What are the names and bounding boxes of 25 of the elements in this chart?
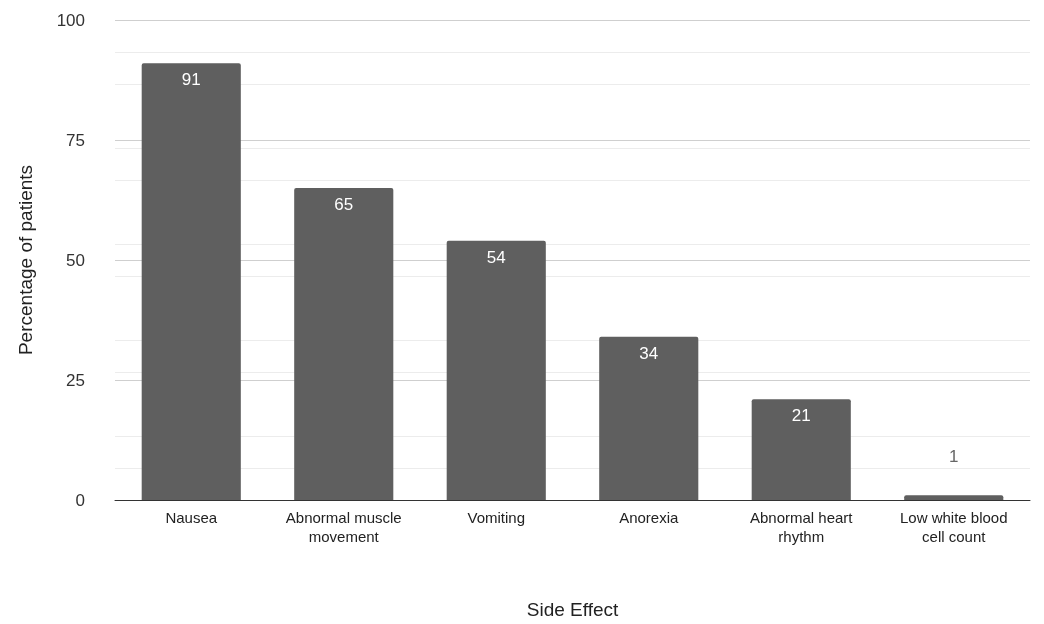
x-tick-label: Vomiting bbox=[467, 509, 526, 526]
bar bbox=[141, 63, 241, 500]
y-tick-label: 50 bbox=[66, 250, 85, 270]
data-label: 1 bbox=[949, 447, 959, 467]
y-tick-label: 75 bbox=[66, 130, 85, 150]
y-tick-label: 0 bbox=[75, 490, 85, 510]
data-label: 65 bbox=[334, 195, 354, 214]
y-tick-label: 100 bbox=[56, 10, 85, 30]
bar bbox=[904, 495, 1004, 500]
y-tick-label: 25 bbox=[66, 370, 85, 390]
data-label: 34 bbox=[639, 343, 659, 363]
bar bbox=[751, 399, 851, 500]
x-tick-label: Abnormal heart rhythm bbox=[749, 509, 854, 545]
data-label: 91 bbox=[181, 70, 201, 90]
data-label: 21 bbox=[791, 406, 811, 426]
bar bbox=[446, 240, 546, 500]
x-axis-title: Side Effect bbox=[526, 599, 619, 620]
bar bbox=[294, 188, 394, 500]
x-tick-label: Abnormal muscle movement bbox=[285, 509, 402, 545]
x-tick-label: Low white blood cell count bbox=[899, 509, 1008, 545]
data-label: 54 bbox=[486, 247, 506, 267]
x-tick-label: Nausea bbox=[165, 509, 218, 526]
y-axis-title: Percentage of patients bbox=[15, 164, 36, 356]
x-tick-label: Anorexia bbox=[619, 509, 680, 526]
bar bbox=[599, 336, 699, 500]
